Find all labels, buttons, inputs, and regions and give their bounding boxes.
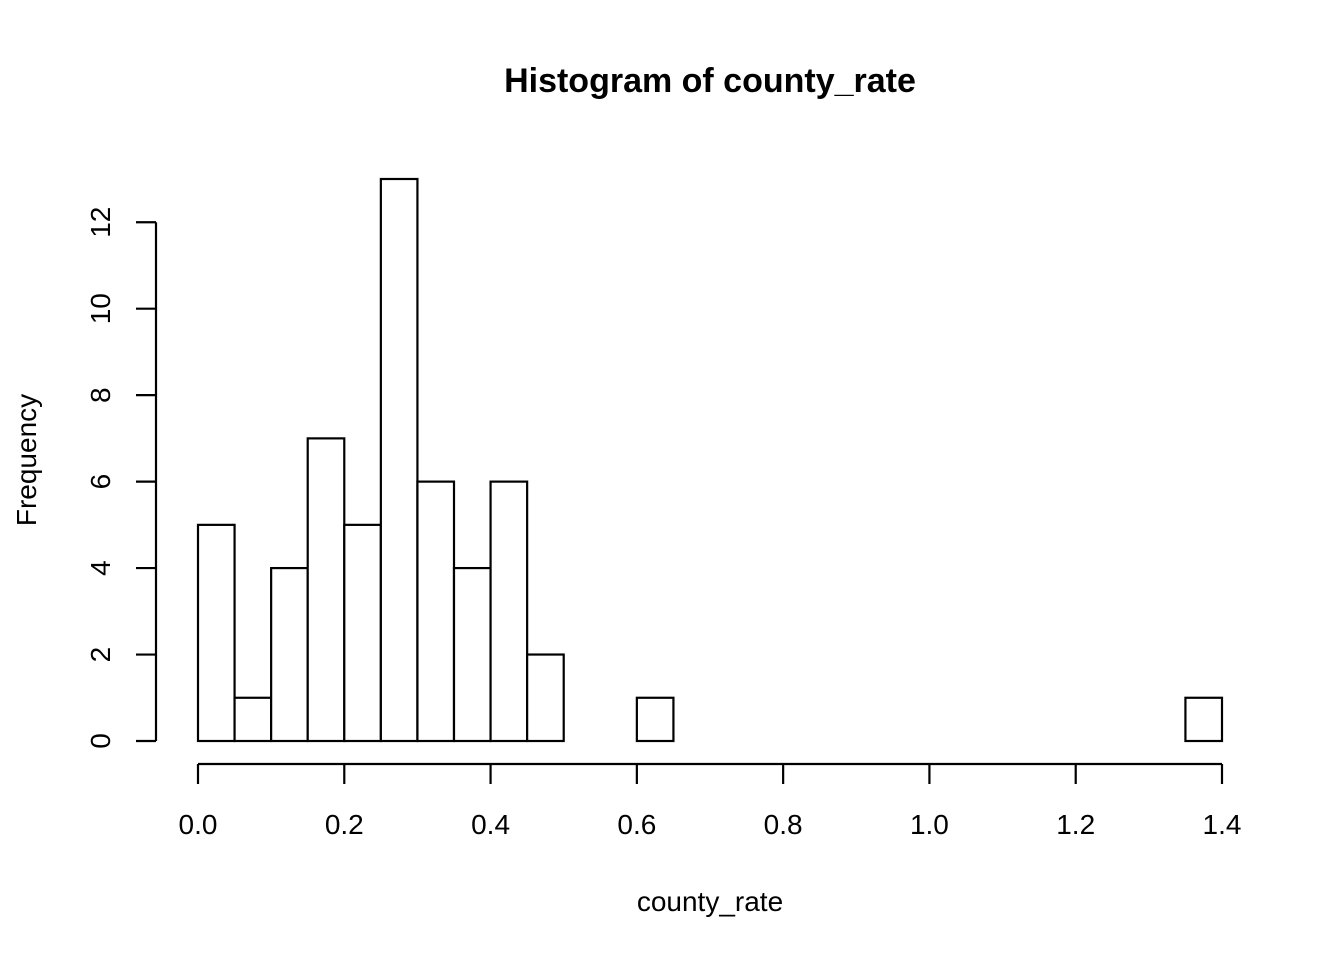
histogram-bar-4 xyxy=(343,523,382,743)
y-tick-label-5: 10 xyxy=(85,293,116,324)
x-tick-label-3: 0.6 xyxy=(617,809,656,840)
histogram-bar-2 xyxy=(270,566,309,743)
histogram-bar-5 xyxy=(379,177,419,743)
y-tick-label-0: 0 xyxy=(85,733,116,749)
y-tick-label-3: 6 xyxy=(85,474,116,490)
bars-group xyxy=(196,177,1224,743)
histogram-bar-3 xyxy=(306,437,346,743)
x-axis: 0.0 0.2 0.4 0.6 0.8 1.0 1.2 1.4 xyxy=(179,762,1242,840)
y-tick-label-4: 8 xyxy=(85,387,116,403)
x-tick-label-2: 0.4 xyxy=(471,809,510,840)
x-tick-label-1: 0.2 xyxy=(325,809,364,840)
histogram-bar-12 xyxy=(635,696,675,743)
y-axis: 0 2 4 6 8 10 12 xyxy=(85,207,158,749)
x-tick-label-5: 1.0 xyxy=(910,809,949,840)
histogram-bar-6 xyxy=(416,480,456,743)
y-tick-label-1: 2 xyxy=(85,647,116,663)
y-tick-label-6: 12 xyxy=(85,207,116,238)
y-tick-label-2: 4 xyxy=(85,560,116,576)
histogram-bar-1 xyxy=(233,696,273,743)
histogram-bar-8 xyxy=(489,480,529,743)
chart-title: Histogram of county_rate xyxy=(504,62,916,100)
histogram-bar-0 xyxy=(196,523,236,743)
x-tick-label-6: 1.2 xyxy=(1056,809,1095,840)
histogram-bar-7 xyxy=(452,566,492,743)
x-tick-label-0: 0.0 xyxy=(179,809,218,840)
histogram-bar-9 xyxy=(526,653,565,743)
histogram-bar-27 xyxy=(1184,696,1224,743)
y-axis-label: Frequency xyxy=(11,394,42,526)
x-tick-label-4: 0.8 xyxy=(764,809,803,840)
x-tick-label-7: 1.4 xyxy=(1203,809,1242,840)
x-axis-label: county_rate xyxy=(637,886,783,917)
